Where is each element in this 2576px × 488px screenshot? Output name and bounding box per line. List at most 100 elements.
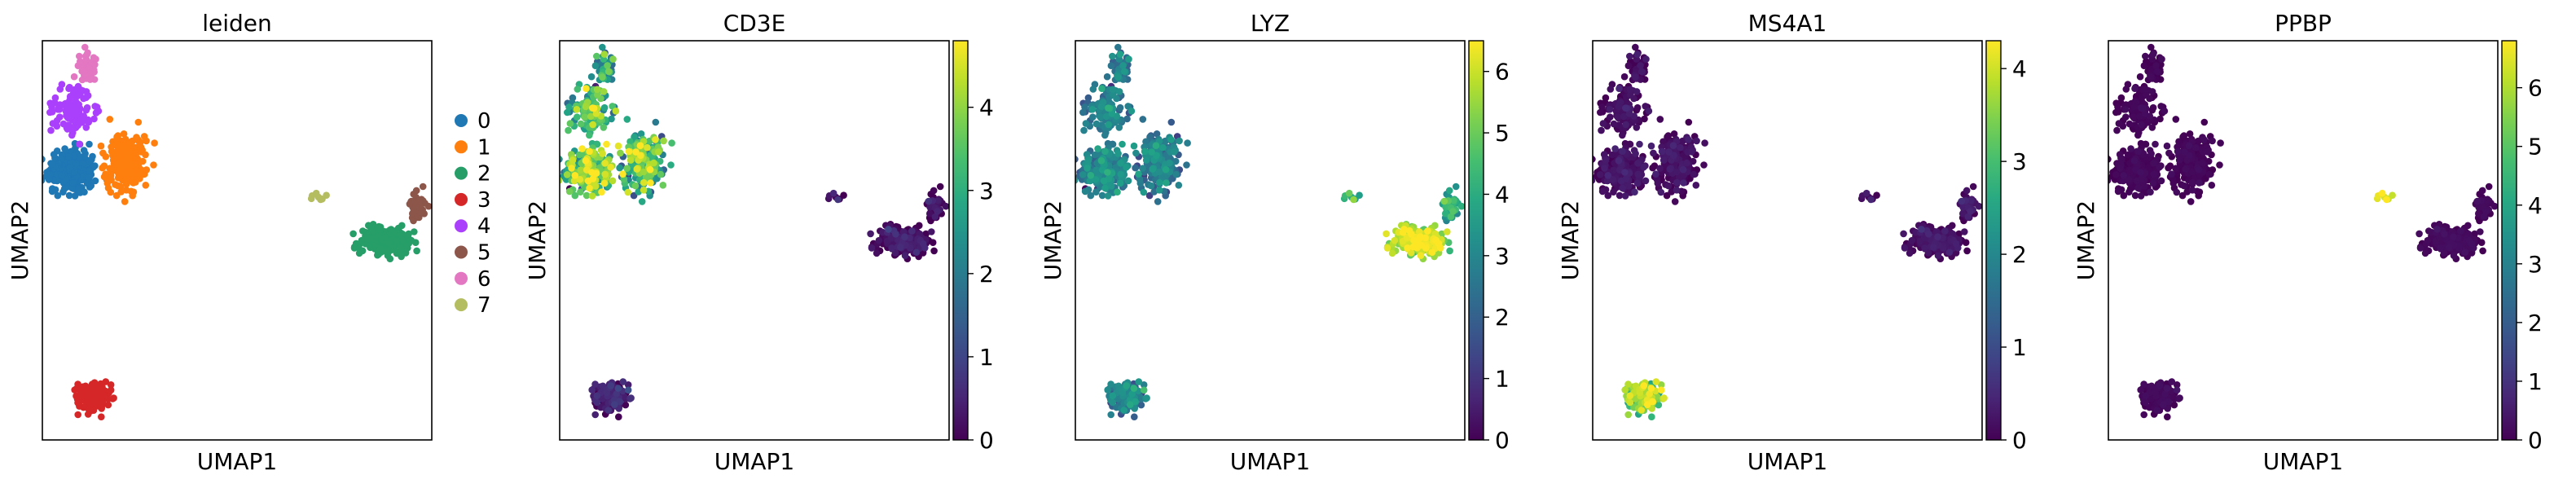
point	[355, 244, 363, 252]
point	[83, 103, 91, 112]
point	[1908, 236, 1916, 244]
point	[593, 52, 600, 60]
point	[604, 62, 611, 69]
point	[1640, 163, 1647, 171]
point	[112, 181, 119, 188]
colorbar-tick-label: 0	[1495, 427, 1510, 454]
point	[600, 103, 609, 112]
point	[1149, 165, 1157, 173]
point	[930, 247, 938, 255]
point	[936, 182, 944, 191]
point	[1428, 248, 1436, 257]
point	[624, 188, 632, 196]
point	[1637, 68, 1646, 75]
point	[65, 191, 73, 200]
point	[46, 108, 54, 117]
point	[1424, 227, 1431, 235]
point	[1659, 138, 1667, 146]
point	[1092, 176, 1100, 183]
point	[1166, 159, 1173, 167]
point	[97, 385, 105, 392]
point	[613, 390, 620, 398]
axes-frame	[559, 40, 950, 441]
point	[619, 170, 626, 178]
point	[1621, 169, 1629, 176]
point	[1625, 110, 1633, 117]
point	[107, 188, 115, 196]
point	[1155, 168, 1163, 176]
point	[1624, 182, 1633, 190]
point	[2479, 247, 2486, 255]
point	[1447, 213, 1455, 221]
point	[1693, 137, 1700, 145]
point	[1607, 86, 1615, 93]
point	[1690, 170, 1698, 178]
point	[81, 117, 88, 125]
point	[1598, 187, 1607, 196]
point	[565, 187, 574, 196]
point	[1952, 240, 1960, 248]
colorbar-tick-label: 3	[1495, 243, 1510, 270]
point	[1610, 166, 1617, 174]
point	[1975, 202, 1982, 210]
point	[1621, 192, 1629, 200]
point	[90, 115, 98, 123]
point	[1117, 170, 1124, 178]
point	[1088, 106, 1097, 113]
point	[80, 172, 87, 180]
point	[2149, 103, 2157, 112]
point	[607, 163, 614, 171]
point	[586, 184, 593, 192]
point	[1619, 147, 1626, 156]
legend-label: 0	[477, 109, 491, 134]
point	[143, 166, 151, 174]
point	[1175, 182, 1183, 189]
point	[1094, 145, 1101, 152]
point	[586, 147, 593, 156]
chart-title: MS4A1	[1748, 10, 1827, 37]
point	[65, 153, 73, 160]
point	[97, 398, 104, 407]
point	[66, 164, 73, 172]
point	[1404, 244, 1411, 252]
point	[125, 161, 132, 169]
colorbar-tick-label: 6	[1495, 59, 1510, 86]
point	[151, 139, 158, 147]
y-axis-label: UMAP2	[1040, 200, 1066, 281]
point	[1081, 187, 1089, 196]
point	[1624, 411, 1632, 419]
point	[1080, 126, 1088, 134]
point	[349, 230, 357, 238]
point	[1107, 182, 1115, 190]
point	[47, 126, 55, 134]
point	[398, 222, 406, 230]
point	[1105, 104, 1112, 112]
legend-marker	[455, 114, 468, 127]
point	[1634, 160, 1642, 167]
point	[86, 157, 94, 165]
point	[2186, 130, 2194, 138]
point	[1084, 156, 1092, 165]
point	[633, 165, 641, 173]
point	[599, 43, 606, 51]
point	[1963, 187, 1971, 195]
point	[71, 192, 79, 200]
point	[1941, 227, 1949, 235]
point	[33, 151, 41, 158]
point	[1685, 118, 1693, 126]
point	[1641, 115, 1648, 123]
point	[365, 222, 372, 230]
point	[565, 126, 572, 134]
point	[888, 244, 895, 252]
point	[57, 155, 65, 162]
point	[623, 165, 631, 172]
point	[1139, 165, 1146, 172]
point	[1634, 170, 1642, 178]
point	[1640, 382, 1648, 389]
point	[70, 73, 78, 81]
point	[424, 202, 432, 210]
point	[1087, 191, 1095, 200]
point	[1873, 191, 1880, 199]
point	[1081, 103, 1088, 111]
point	[1102, 112, 1110, 121]
